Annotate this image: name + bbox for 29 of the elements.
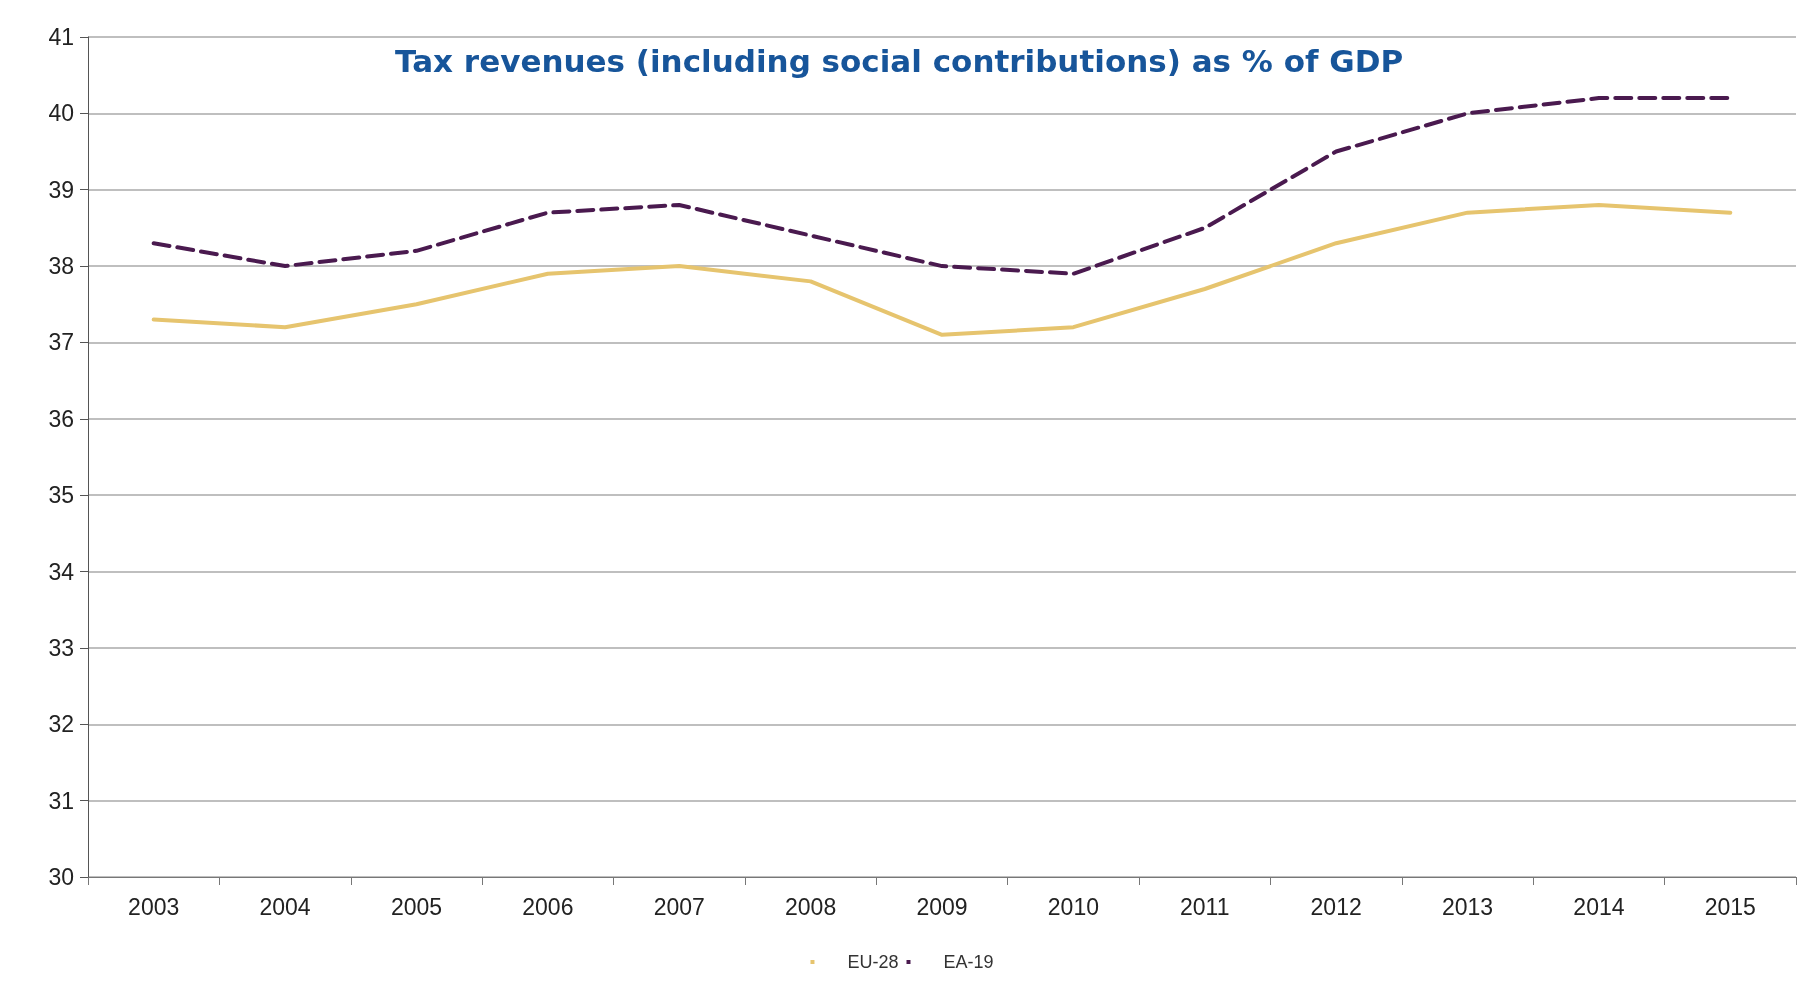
y-tick-label: 41 xyxy=(48,24,74,50)
x-tick-label: 2010 xyxy=(1047,893,1099,920)
x-tick-label: 2004 xyxy=(259,893,311,920)
x-tick-label: 2015 xyxy=(1704,893,1756,920)
y-tick-label: 35 xyxy=(48,482,74,509)
y-tick-label: 37 xyxy=(48,329,74,356)
y-tick-label: 32 xyxy=(48,711,74,738)
legend-label: EA-19 xyxy=(943,952,994,972)
y-tick-label: 40 xyxy=(48,100,74,127)
y-tick-label: 36 xyxy=(48,405,74,432)
x-tick-label: 2014 xyxy=(1573,893,1625,920)
y-tick-label: 30 xyxy=(48,864,74,890)
legend-label: EU-28 xyxy=(847,952,899,972)
chart-title: Tax revenues (including social contributions) as % of GDP xyxy=(395,42,1404,79)
x-tick-label: 2003 xyxy=(128,893,180,920)
x-tick-label: 2011 xyxy=(1180,893,1230,920)
y-tick-label: 34 xyxy=(48,558,75,585)
x-tick-label: 2005 xyxy=(390,893,443,920)
y-tick-label: 39 xyxy=(48,176,74,203)
x-tick-label: 2006 xyxy=(522,893,574,920)
x-tick-label: 2009 xyxy=(916,893,968,920)
y-tick-label: 33 xyxy=(48,634,74,661)
x-tick-label: 2007 xyxy=(653,893,705,920)
x-tick-label: 2012 xyxy=(1310,893,1362,920)
x-tick-label: 2008 xyxy=(785,893,837,920)
line-series xyxy=(151,203,1733,337)
x-tick-label: 2013 xyxy=(1441,893,1494,920)
y-tick-label: 38 xyxy=(48,253,74,280)
y-tick-label: 31 xyxy=(48,787,74,814)
